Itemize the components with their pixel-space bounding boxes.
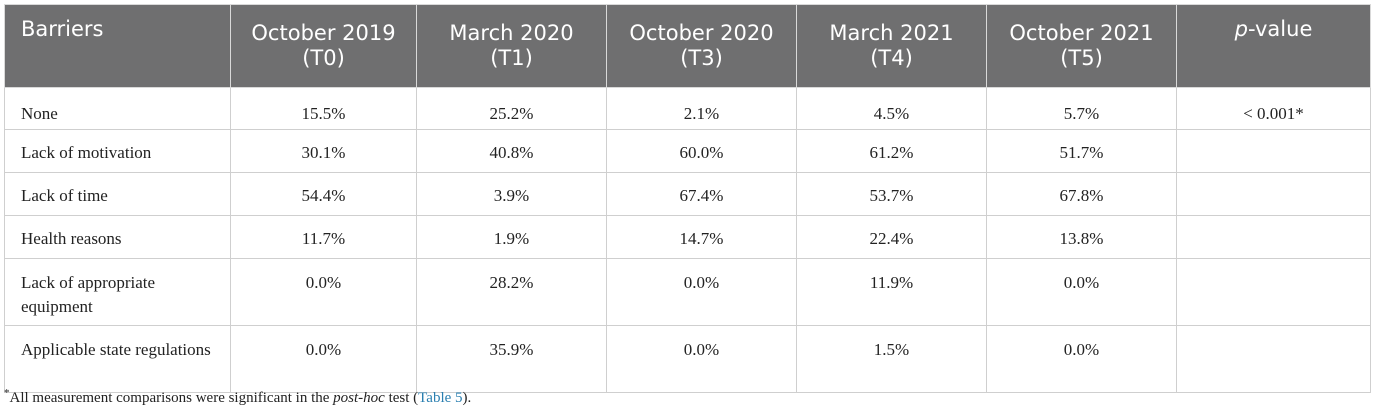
cell-p-value: [1176, 172, 1371, 216]
cell-value: 0.0%: [986, 325, 1177, 393]
cell-value: 61.2%: [796, 129, 987, 173]
header-t4: March 2021 (T4): [796, 4, 987, 88]
cell-value: 0.0%: [230, 258, 417, 326]
row-label: Applicable state regulations: [4, 325, 231, 393]
footnote-italic: post-hoc: [333, 390, 385, 406]
row-label: None: [4, 87, 231, 130]
cell-value: 13.8%: [986, 215, 1177, 259]
cell-value: 54.4%: [230, 172, 417, 216]
cell-value: 0.0%: [986, 258, 1177, 326]
cell-p-value: [1176, 258, 1371, 326]
cell-p-value: [1176, 215, 1371, 259]
cell-value: 4.5%: [796, 87, 987, 130]
row-label: Lack of appropriate equipment: [4, 258, 231, 326]
cell-value: 15.5%: [230, 87, 417, 130]
cell-value: 25.2%: [416, 87, 607, 130]
cell-value: 67.4%: [606, 172, 797, 216]
header-p-rest: -value: [1247, 17, 1313, 41]
table-row: Applicable state regulations 0.0% 35.9% …: [4, 325, 1371, 393]
cell-value: 51.7%: [986, 129, 1177, 173]
table-row: Lack of appropriate equipment 0.0% 28.2%…: [4, 258, 1371, 326]
header-t5: October 2021 (T5): [986, 4, 1177, 88]
cell-value: 11.7%: [230, 215, 417, 259]
header-p-italic: p: [1234, 17, 1248, 41]
cell-value: 30.1%: [230, 129, 417, 173]
cell-value: 0.0%: [606, 325, 797, 393]
cell-value: 0.0%: [606, 258, 797, 326]
footnote-text: All measurement comparisons were signifi…: [9, 390, 334, 406]
table-row: None 15.5% 25.2% 2.1% 4.5% 5.7% < 0.001*: [4, 87, 1371, 130]
table-header-row: Barriers October 2019 (T0) March 2020 (T…: [4, 4, 1371, 88]
row-label: Lack of motivation: [4, 129, 231, 173]
cell-value: 1.5%: [796, 325, 987, 393]
table-footnote: *All measurement comparisons were signif…: [4, 387, 471, 407]
table-row: Lack of motivation 30.1% 40.8% 60.0% 61.…: [4, 129, 1371, 173]
table-row: Health reasons 11.7% 1.9% 14.7% 22.4% 13…: [4, 215, 1371, 259]
header-t3: October 2020 (T3): [606, 4, 797, 88]
table-5-link[interactable]: Table 5: [418, 390, 463, 406]
cell-value: 22.4%: [796, 215, 987, 259]
cell-value: 11.9%: [796, 258, 987, 326]
cell-value: 60.0%: [606, 129, 797, 173]
cell-p-value: < 0.001*: [1176, 87, 1371, 130]
cell-value: 67.8%: [986, 172, 1177, 216]
footnote-close: ).: [462, 390, 472, 406]
cell-value: 1.9%: [416, 215, 607, 259]
header-t1: March 2020 (T1): [416, 4, 607, 88]
footnote-text-after: test (: [384, 390, 419, 406]
cell-value: 53.7%: [796, 172, 987, 216]
cell-value: 0.0%: [230, 325, 417, 393]
row-label: Health reasons: [4, 215, 231, 259]
cell-value: 28.2%: [416, 258, 607, 326]
header-t0: October 2019 (T0): [230, 4, 417, 88]
barriers-table: Barriers October 2019 (T0) March 2020 (T…: [4, 4, 1371, 393]
header-p-value: p-value: [1176, 4, 1371, 88]
footnote-marker: *: [4, 387, 10, 399]
cell-value: 5.7%: [986, 87, 1177, 130]
barriers-table-container: Barriers October 2019 (T0) March 2020 (T…: [4, 4, 1371, 393]
cell-p-value: [1176, 325, 1371, 393]
cell-value: 40.8%: [416, 129, 607, 173]
cell-value: 14.7%: [606, 215, 797, 259]
cell-p-value: [1176, 129, 1371, 173]
cell-value: 2.1%: [606, 87, 797, 130]
cell-value: 3.9%: [416, 172, 607, 216]
cell-value: 35.9%: [416, 325, 607, 393]
header-barriers: Barriers: [4, 4, 231, 88]
row-label: Lack of time: [4, 172, 231, 216]
table-row: Lack of time 54.4% 3.9% 67.4% 53.7% 67.8…: [4, 172, 1371, 216]
